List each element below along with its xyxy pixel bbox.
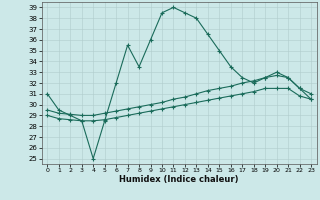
X-axis label: Humidex (Indice chaleur): Humidex (Indice chaleur) bbox=[119, 175, 239, 184]
